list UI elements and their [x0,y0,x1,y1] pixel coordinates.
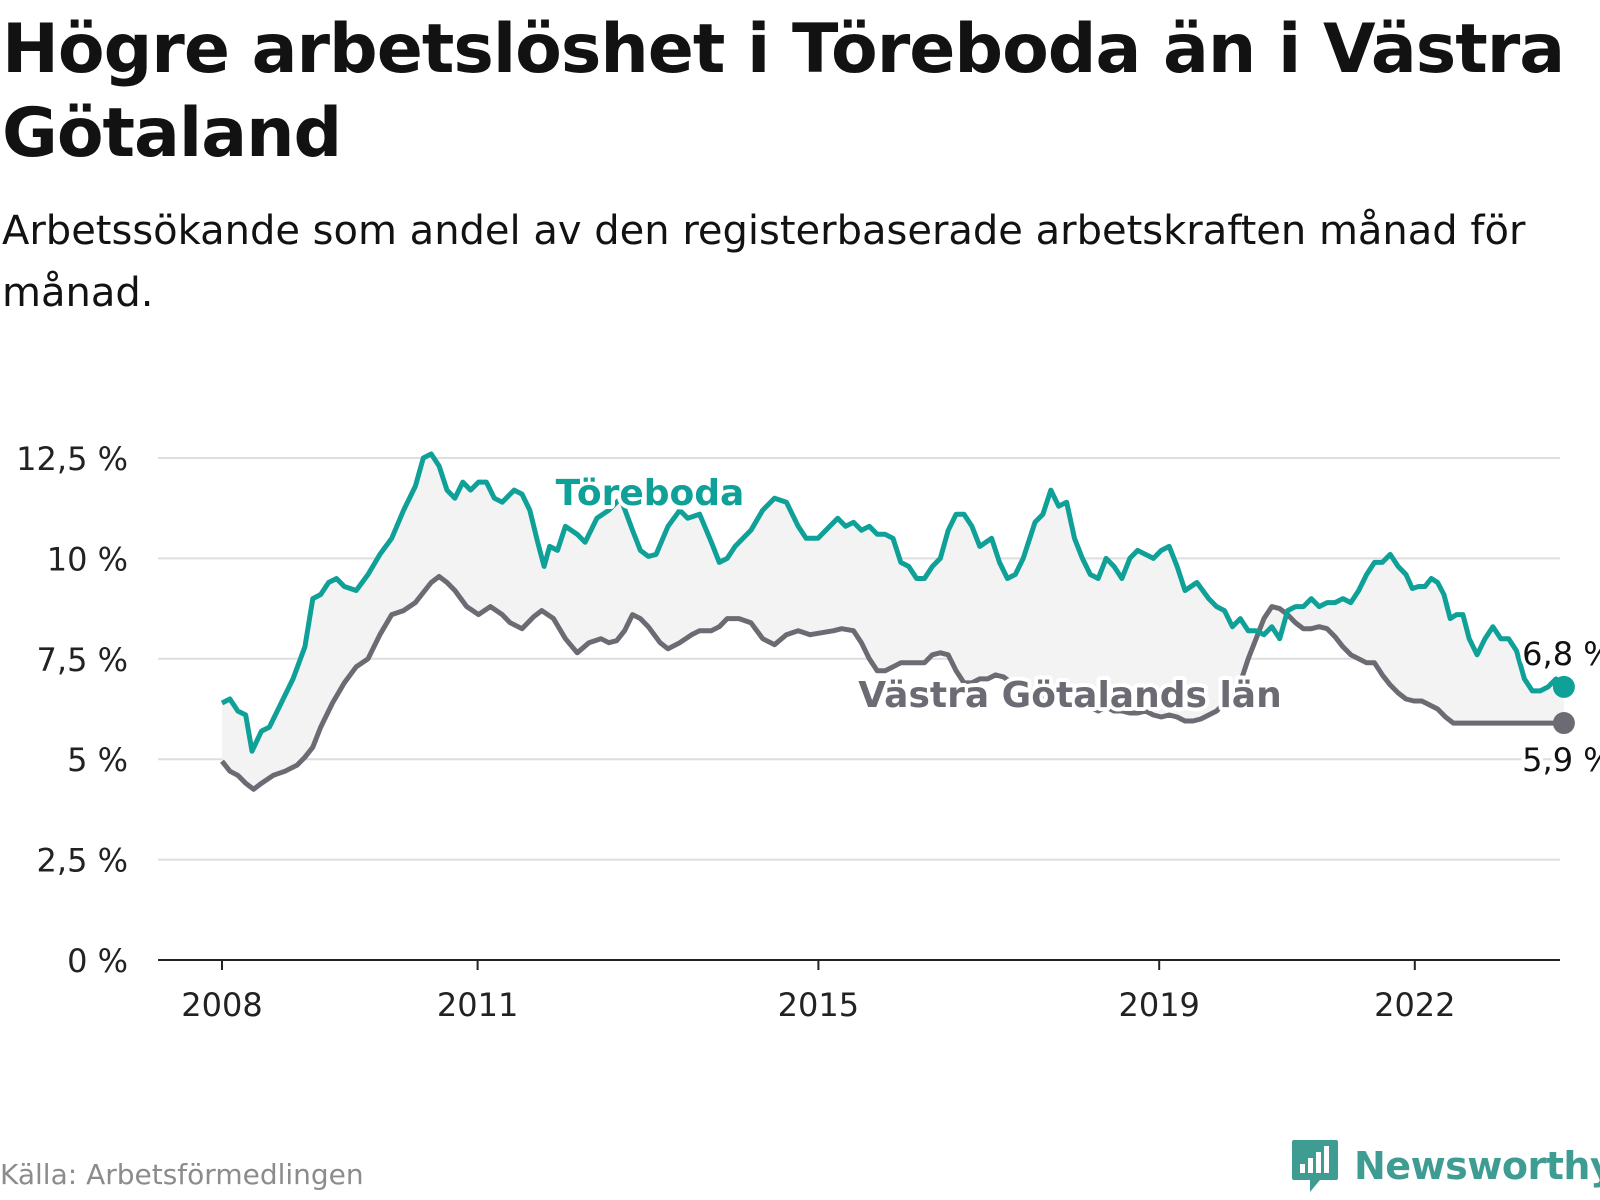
series-line-vastra-gotalands-lan [220,574,1564,792]
end-label-toreboda: 6,8 % [1522,635,1600,673]
x-tick-label: 2015 [778,986,859,1024]
difference-band [222,454,1564,790]
newsworthy-logo-icon [1292,1140,1338,1192]
end-label-vastra-gotalands-lan: 5,9 % [1522,741,1600,779]
x-tick-label: 2022 [1374,986,1455,1024]
brand-name: Newsworthy [1354,1144,1600,1188]
series-line-toreboda [220,451,1566,754]
end-point-vastra-gotalands-lan [1552,712,1575,735]
chart-subtitle: Arbetssökande som andel av den registerb… [2,208,1526,316]
source-note: Källa: Arbetsförmedlingen [0,1158,364,1191]
series-label-vastra-gotalands-lan: Västra Götalands län [858,675,1281,716]
y-tick-label: 12,5 % [16,440,128,478]
series-label-toreboda: Töreboda [556,473,745,514]
x-tick-label: 2008 [181,986,262,1024]
y-tick-label: 2,5 % [37,842,128,880]
end-point-toreboda [1552,675,1575,698]
x-tick-label: 2011 [437,986,518,1024]
brand: Newsworthy [1290,1136,1600,1196]
y-tick-label: 5 % [67,741,128,779]
chart-title: Högre arbetslöshet i Töreboda än i Västr… [2,10,1565,173]
y-tick-label: 10 % [47,540,128,578]
y-tick-label: 7,5 % [37,641,128,679]
y-axis: 0 % 2,5 % 5 % 7,5 % 10 % 12,5 % [16,440,128,980]
x-axis: 2008 2011 2015 2019 2022 [158,959,1560,1024]
x-tick-label: 2019 [1118,986,1199,1024]
y-tick-label: 0 % [67,942,128,980]
